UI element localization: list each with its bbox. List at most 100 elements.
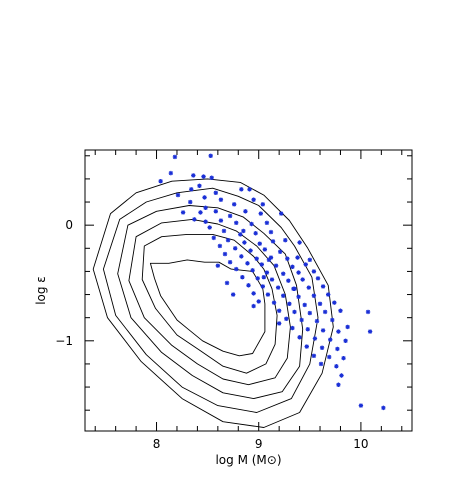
scatter-point (305, 327, 310, 332)
scatter-point (290, 325, 295, 331)
scatter-point (326, 292, 331, 297)
scatter-point (327, 354, 332, 360)
x-tick-label: 9 (255, 437, 263, 451)
scatter-point (209, 175, 214, 180)
scatter-point (285, 256, 290, 261)
scatter-point (297, 335, 302, 340)
contour-line-3 (128, 218, 291, 386)
scatter-point (227, 213, 233, 219)
scatter-point (249, 221, 254, 227)
scatter-point (268, 229, 274, 235)
y-tick-label: 0 (65, 218, 73, 232)
scatter-point (172, 154, 178, 160)
scatter-point (238, 232, 243, 237)
scatter-point (239, 187, 244, 192)
scatter-point (269, 277, 275, 282)
scatter-point (283, 237, 288, 243)
axis-ticks (85, 150, 412, 431)
scatter-point (189, 187, 194, 192)
contour-line-2 (141, 233, 278, 374)
scatter-point (297, 240, 302, 245)
scatter-point (265, 292, 271, 297)
scatter-point (259, 262, 264, 267)
scatter-point (213, 190, 218, 195)
scatter-point (339, 373, 344, 378)
scatter-point (328, 337, 333, 342)
scatter-point (299, 317, 304, 323)
scatter-point (358, 403, 364, 408)
scatter-point (287, 301, 292, 306)
scatter-point (336, 329, 341, 334)
x-tick-label: 8 (153, 437, 161, 451)
scatter-point (330, 317, 335, 323)
scatter-point (262, 247, 268, 252)
scatter-point (245, 261, 250, 266)
scatter-point (198, 210, 203, 215)
scatter-point (304, 344, 309, 349)
scatter-point (230, 292, 236, 297)
scatter-point (292, 309, 297, 315)
scatter-point (201, 174, 206, 179)
scatter-point (296, 270, 301, 275)
scatter-point (203, 205, 208, 211)
scatter-point (175, 192, 181, 198)
scatter-point (311, 353, 317, 359)
scatter-point (242, 240, 247, 245)
contour-line-6 (92, 178, 334, 428)
scatter-point (275, 285, 281, 290)
scatter-point (233, 246, 238, 251)
scatter-point (306, 285, 311, 290)
contour-lines (92, 178, 334, 428)
scatter-point (381, 405, 386, 411)
scatter-point (281, 271, 286, 276)
scatter-point (207, 225, 212, 230)
scatter-point (241, 228, 246, 234)
scatter-point (302, 302, 307, 308)
scatter-point (261, 275, 267, 280)
scatter-point (292, 286, 297, 291)
scatter-point (247, 187, 252, 192)
scatter-point (311, 269, 317, 274)
scatter-point (225, 237, 231, 243)
scatter-point (335, 346, 340, 352)
scatter-point (251, 197, 256, 202)
scatter-point (307, 257, 313, 263)
scatter-point (276, 321, 282, 326)
scatter-point (251, 303, 256, 309)
scatter-point (345, 324, 350, 330)
x-axis-label: log M (M⊙) (215, 453, 281, 467)
scatter-point (203, 219, 208, 224)
scatter-point (286, 278, 291, 283)
scatter-point (317, 301, 323, 306)
scatter-point (180, 210, 186, 215)
scatter-point (343, 338, 348, 344)
scatter-point (276, 308, 282, 313)
scatter-point (215, 263, 221, 268)
scatter-point (332, 300, 337, 305)
scatter-point (367, 329, 373, 334)
scatter-point (192, 217, 197, 222)
scatter-point (300, 277, 305, 282)
scatter-point (277, 249, 283, 254)
scatter-point (221, 228, 227, 234)
scatter-point (234, 220, 239, 226)
scatter-point (191, 173, 196, 178)
scatter-point (312, 336, 318, 341)
scatter-point (256, 299, 261, 304)
scatter-point (334, 364, 339, 369)
scatter-point (222, 251, 228, 257)
scatter-point (239, 254, 244, 259)
scatter-point (295, 255, 300, 260)
scatter-point (266, 257, 272, 263)
scatter-point (257, 241, 262, 246)
scatter-point (281, 293, 286, 298)
scatter-point (213, 209, 218, 214)
scatter-point (320, 328, 326, 333)
contour-line-1 (149, 259, 266, 357)
scatter-point (218, 197, 224, 202)
scatter-point (290, 264, 295, 269)
scatter-points (158, 153, 386, 411)
scatter-point (336, 382, 341, 387)
scatter-point (264, 270, 270, 275)
scatter-point (270, 239, 276, 244)
